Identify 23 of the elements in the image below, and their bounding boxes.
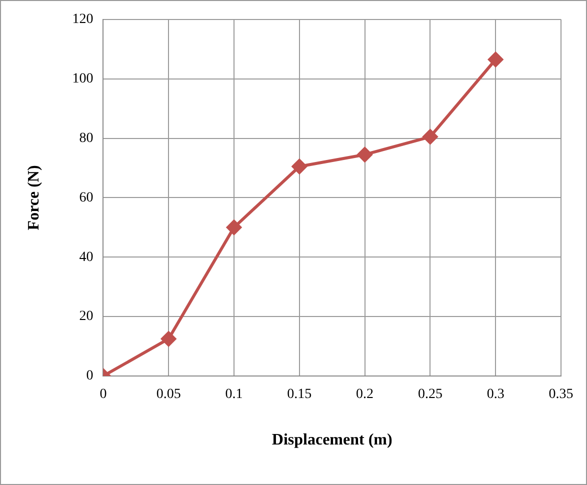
point bbox=[422, 129, 438, 144]
x-tick-label: 0.15 bbox=[287, 387, 312, 402]
point bbox=[357, 147, 372, 162]
point bbox=[226, 220, 242, 235]
x-tick-label: 0.2 bbox=[356, 387, 374, 402]
y-tick-label: 20 bbox=[79, 309, 94, 324]
y-tick-label: 80 bbox=[79, 130, 94, 146]
y-axis-title: Force (N) bbox=[26, 165, 43, 230]
y-tick-label: 60 bbox=[79, 190, 94, 206]
x-tick-label: 0.1 bbox=[225, 387, 243, 402]
y-tick-label: 0 bbox=[86, 368, 94, 384]
x-tick-label: 0.35 bbox=[548, 387, 574, 402]
x-axis-title: Displacement (m) bbox=[272, 432, 392, 449]
y-tick-label: 40 bbox=[79, 250, 94, 265]
y-tick-label: 100 bbox=[72, 72, 94, 87]
x-tick-label: 0 bbox=[100, 387, 107, 402]
x-tick-label: 0.3 bbox=[486, 387, 504, 402]
point bbox=[292, 159, 307, 174]
x-tick-label: 0.25 bbox=[418, 387, 442, 402]
point bbox=[161, 331, 176, 346]
point bbox=[488, 52, 504, 68]
x-tick-label: 0.05 bbox=[156, 387, 181, 402]
y-tick-label: 120 bbox=[72, 12, 94, 28]
